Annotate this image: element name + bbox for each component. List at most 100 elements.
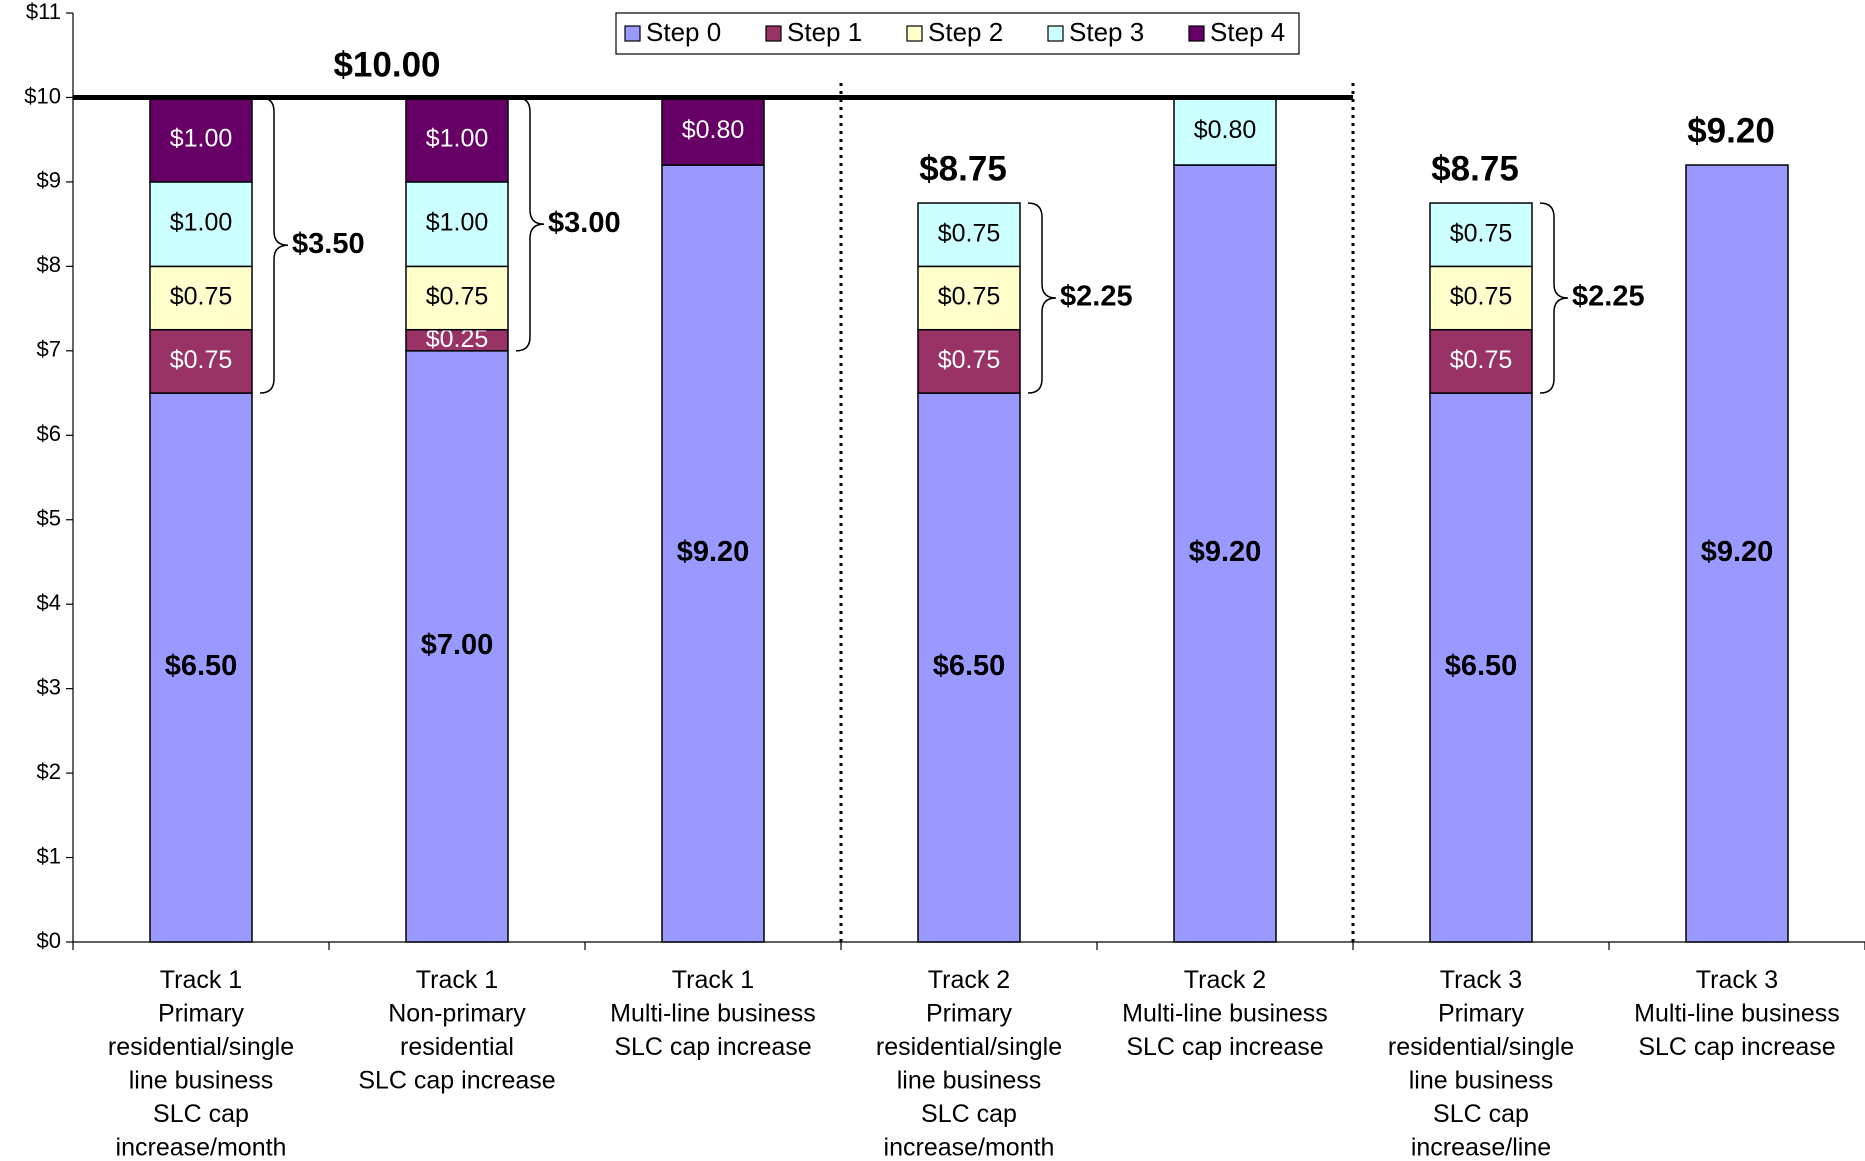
- legend-box: [615, 12, 1300, 55]
- label-line: Non-primary: [388, 999, 526, 1027]
- bar-segment: [1173, 164, 1277, 943]
- legend-label: Step 4: [1210, 17, 1285, 47]
- value-label: $0.75: [1450, 219, 1513, 247]
- value-label: $0.75: [426, 283, 489, 311]
- bar-segment: [405, 350, 509, 943]
- label-line: SLC cap: [921, 1100, 1017, 1128]
- label-line: Multi-line business: [1634, 999, 1840, 1027]
- bar-segment: [1173, 96, 1277, 166]
- y-tick-label: $6: [37, 421, 61, 446]
- y-tick-label: $7: [37, 337, 61, 362]
- label-line: Track 1: [672, 966, 754, 994]
- label-line: residential/single: [876, 1033, 1062, 1061]
- label-line: Track 2: [1184, 966, 1266, 994]
- label-line: SLC cap increase: [358, 1066, 555, 1094]
- y-tick-label: $3: [37, 674, 61, 699]
- x-tick-label: Track 1 Non-primary residential SLC cap inc…: [358, 966, 555, 1095]
- value-label: $0.75: [1450, 283, 1513, 311]
- label-line: Track 3: [1440, 966, 1522, 994]
- total-label: $8.75: [1431, 149, 1519, 188]
- bar-segment: [1429, 392, 1533, 943]
- bar-segment: [149, 328, 253, 394]
- reference-label: $10.00: [333, 46, 440, 85]
- label-line: SLC cap increase: [1126, 1033, 1323, 1061]
- value-label: $1.00: [426, 209, 489, 237]
- brace: [1539, 202, 1569, 394]
- value-label: $9.20: [1189, 536, 1262, 568]
- label-line: Track 1: [416, 966, 498, 994]
- brace-label: $2.25: [1060, 281, 1133, 313]
- legend-swatch: [765, 25, 782, 42]
- bar-segment: [917, 392, 1021, 943]
- value-label: $1.00: [426, 124, 489, 152]
- brace-label: $3.50: [292, 228, 365, 260]
- bar-segment: [661, 96, 765, 166]
- label-line: Track 3: [1696, 966, 1778, 994]
- label-line: residential: [400, 1033, 514, 1061]
- legend-swatch: [1047, 25, 1064, 42]
- x-tick-label: Track 2 Primary residential/single line bus…: [876, 966, 1062, 1161]
- y-tick-label: $10: [24, 83, 61, 108]
- legend-label: Step 0: [646, 17, 721, 47]
- label-line: Primary: [926, 999, 1013, 1027]
- label-line: residential/single: [108, 1033, 294, 1061]
- label-line: Multi-line business: [610, 999, 816, 1027]
- bar-segment: [661, 164, 765, 943]
- value-label: $0.75: [170, 346, 233, 374]
- bar-segment: [917, 202, 1021, 268]
- y-tick-label: $5: [37, 506, 61, 531]
- bar-segment: [149, 96, 253, 183]
- x-tick-label: Track 3 Primary residential/single line bus…: [1388, 966, 1574, 1161]
- brace-label: $3.00: [548, 207, 621, 239]
- value-label: $0.75: [938, 346, 1001, 374]
- value-label: $1.00: [170, 209, 233, 237]
- label-line: line business: [1409, 1066, 1554, 1094]
- total-label: $9.20: [1687, 111, 1775, 150]
- label-line: increase/month: [884, 1133, 1055, 1161]
- value-label: $6.50: [1445, 650, 1518, 682]
- value-label: $1.00: [170, 124, 233, 152]
- brace: [1027, 202, 1057, 394]
- label-line: Primary: [158, 999, 245, 1027]
- bar-segment: [1429, 202, 1533, 268]
- label-line: line business: [129, 1066, 274, 1094]
- value-label: $9.20: [1701, 536, 1774, 568]
- bar-segment: [1685, 164, 1789, 943]
- value-label: $6.50: [933, 650, 1006, 682]
- label-line: Primary: [1438, 999, 1525, 1027]
- bar-segment: [405, 265, 509, 331]
- y-tick-label: $11: [26, 0, 61, 24]
- value-label: $6.50: [165, 650, 238, 682]
- total-label: $8.75: [919, 149, 1007, 188]
- bar-segment: [1429, 265, 1533, 331]
- label-line: SLC cap: [1433, 1100, 1529, 1128]
- legend-label: Step 1: [787, 17, 862, 47]
- label-line: increase/month: [116, 1133, 287, 1161]
- label-line: residential/single: [1388, 1033, 1574, 1061]
- x-tick-label: Track 3 Multi-line business SLC cap increa…: [1634, 966, 1840, 1061]
- legend-label: Step 3: [1069, 17, 1144, 47]
- brace: [259, 96, 289, 394]
- value-label: $0.75: [938, 283, 1001, 311]
- y-tick-label: $2: [37, 759, 61, 784]
- brace-label: $2.25: [1572, 281, 1645, 313]
- x-tick-label: Track 1 Multi-line business SLC cap increa…: [610, 966, 816, 1061]
- y-tick-label: $9: [37, 168, 61, 193]
- bar-segment: [149, 392, 253, 943]
- value-label: $7.00: [421, 629, 494, 661]
- x-tick-label: Track 1 Primary residential/single line bus…: [108, 966, 294, 1161]
- label-line: SLC cap: [153, 1100, 249, 1128]
- legend-swatch: [906, 25, 923, 42]
- value-label: $0.80: [682, 116, 745, 144]
- label-line: Multi-line business: [1122, 999, 1328, 1027]
- value-label: $0.80: [1194, 116, 1257, 144]
- x-tick-label: Track 2 Multi-line business SLC cap increa…: [1122, 966, 1328, 1061]
- value-label: $0.75: [938, 219, 1001, 247]
- legend-swatch: [1188, 25, 1205, 42]
- bar-segment: [917, 265, 1021, 331]
- y-tick-label: $4: [37, 590, 61, 615]
- bar-segment: [917, 328, 1021, 394]
- label-line: increase/line: [1411, 1133, 1551, 1161]
- legend-swatch: [624, 25, 641, 42]
